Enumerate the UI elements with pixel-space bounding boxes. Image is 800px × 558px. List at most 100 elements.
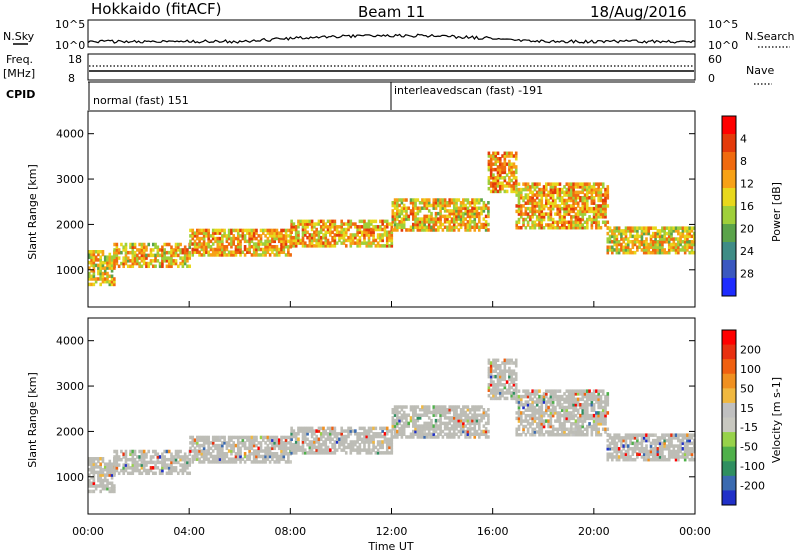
velocity-cell — [545, 405, 548, 410]
power-cell — [177, 264, 180, 269]
power-cell — [264, 253, 267, 257]
power-cell — [496, 181, 500, 185]
power-cell — [588, 196, 591, 200]
velocity-cell — [503, 369, 507, 373]
velocity-cell — [482, 410, 486, 415]
power-cell — [106, 263, 109, 268]
power-cell — [218, 245, 222, 249]
power-cell — [674, 237, 678, 241]
colorbar-swatch — [722, 461, 736, 477]
power-cell — [405, 214, 408, 219]
velocity-cell — [446, 410, 449, 415]
velocity-cell — [342, 434, 346, 439]
power-cell — [462, 222, 465, 227]
power-cell — [370, 230, 373, 234]
power-cell — [606, 220, 610, 225]
velocity-cell — [554, 419, 557, 423]
power-cell — [622, 248, 626, 252]
velocity-cell — [448, 416, 452, 420]
power-cell — [581, 198, 585, 203]
power-cell — [567, 220, 571, 225]
power-cell — [597, 220, 600, 225]
power-cell — [264, 250, 267, 254]
velocity-cell — [604, 394, 607, 399]
power-cell — [686, 245, 689, 249]
velocity-cell — [446, 416, 449, 420]
power-cell — [487, 176, 491, 180]
power-cell — [613, 229, 616, 233]
power-cell — [688, 231, 692, 236]
velocity-cell — [501, 372, 504, 376]
power-cell — [526, 215, 530, 219]
power-cell — [665, 237, 669, 241]
velocity-cell — [613, 436, 616, 440]
power-cell — [241, 236, 245, 241]
velocity-cell — [652, 455, 655, 459]
power-cell — [529, 209, 532, 214]
velocity-cell — [326, 451, 330, 455]
velocity-cell — [301, 432, 305, 436]
power-cell — [538, 182, 541, 186]
power-cell — [592, 185, 596, 189]
velocity-cell — [517, 405, 521, 410]
power-cell — [324, 230, 328, 234]
velocity-cell — [439, 410, 442, 415]
velocity-cell — [106, 473, 109, 477]
velocity-cell — [287, 435, 290, 440]
power-cell — [636, 231, 639, 236]
velocity-cell — [282, 454, 286, 459]
velocity-cell — [652, 447, 655, 451]
power-cell — [383, 244, 387, 248]
power-cell — [670, 248, 673, 252]
velocity-cell — [294, 442, 298, 447]
velocity-cell — [347, 432, 350, 436]
power-cell — [225, 239, 229, 244]
velocity-cell — [446, 424, 449, 428]
power-cell — [683, 250, 687, 255]
power-cell — [354, 235, 357, 240]
power-cell — [391, 209, 395, 213]
velocity-cell — [317, 445, 321, 450]
velocity-cell — [324, 437, 328, 441]
velocity-cell — [290, 451, 293, 455]
velocity-cell — [510, 358, 513, 363]
velocity-cell — [227, 457, 231, 461]
power-cell — [446, 214, 449, 219]
power-cell — [284, 239, 288, 244]
velocity-cell — [462, 410, 465, 415]
velocity-cell — [638, 449, 641, 454]
velocity-cell — [388, 442, 391, 447]
power-cell — [492, 189, 495, 194]
velocity-cell — [554, 411, 557, 415]
velocity-cell — [287, 454, 290, 459]
power-cell — [656, 231, 660, 236]
power-cell — [280, 247, 283, 252]
velocity-cell — [613, 447, 616, 451]
velocity-cell — [181, 468, 185, 473]
power-cell — [344, 227, 348, 232]
power-cell — [271, 236, 274, 241]
power-cell — [124, 256, 128, 260]
velocity-cell — [601, 427, 605, 432]
velocity-cell — [462, 418, 465, 423]
velocity-cell — [489, 396, 493, 401]
power-cell — [535, 201, 539, 205]
velocity-cell — [690, 457, 694, 462]
power-cell — [211, 236, 215, 241]
velocity-cell — [583, 392, 587, 396]
velocity-cell — [313, 440, 316, 444]
velocity-cell — [126, 466, 130, 470]
velocity-cell — [252, 460, 256, 464]
velocity-cell — [624, 433, 628, 437]
power-cell — [257, 234, 261, 238]
colorbar-tick-label: 12 — [740, 178, 754, 191]
velocity-cell — [243, 454, 247, 459]
power-cell — [679, 226, 682, 230]
power-cell — [692, 234, 696, 239]
velocity-cell — [608, 455, 612, 459]
velocity-cell — [526, 419, 530, 423]
velocity-cell — [326, 437, 330, 441]
velocity-cell — [427, 432, 431, 437]
velocity-cell — [191, 454, 195, 459]
power-cell — [385, 222, 389, 226]
